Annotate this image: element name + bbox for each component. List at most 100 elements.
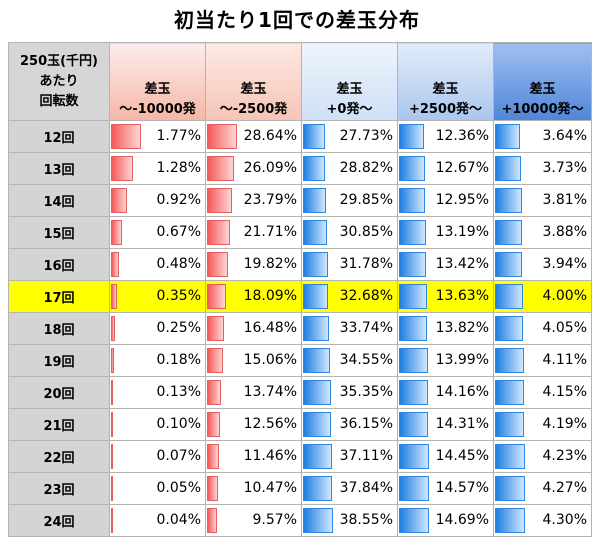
table-cell: 10.47% — [205, 472, 302, 505]
column-header-line: 差玉 — [336, 82, 363, 97]
table-cell: 14.57% — [397, 472, 494, 505]
cell-value: 23.79% — [243, 192, 297, 208]
table-cell: 13.42% — [397, 248, 494, 281]
column-header-minus-2500: 差玉 ～-2500発 — [205, 42, 302, 121]
data-bar — [399, 444, 429, 469]
cell-value: 14.31% — [435, 416, 489, 432]
data-bar — [303, 252, 328, 277]
data-bar — [207, 124, 237, 149]
cell-value: 31.78% — [339, 256, 393, 272]
cell-value: 28.82% — [339, 160, 393, 176]
data-bar — [111, 444, 113, 469]
cell-value: 38.55% — [339, 512, 393, 528]
table-cell: 26.09% — [205, 152, 302, 185]
table-cell: 13.74% — [205, 376, 302, 409]
row-label: 15回 — [8, 216, 110, 249]
table-cell: 4.05% — [493, 312, 592, 345]
data-bar — [207, 284, 226, 309]
cell-value: 4.05% — [542, 320, 587, 336]
table-row: 18回 0.25% 16.48% 33.74% 13.82% 4.05% — [8, 312, 592, 345]
table-row: 21回 0.10% 12.56% 36.15% 14.31% 4.19% — [8, 408, 592, 441]
table-cell: 35.35% — [301, 376, 398, 409]
cell-value: 14.57% — [435, 480, 489, 496]
data-bar — [111, 252, 120, 277]
data-bar — [399, 252, 427, 277]
data-bar — [207, 316, 225, 341]
row-label: 12回 — [8, 120, 110, 153]
cell-value: 29.85% — [339, 192, 393, 208]
table-cell: 13.99% — [397, 344, 494, 377]
table-cell: 3.73% — [493, 152, 592, 185]
data-bar — [399, 124, 425, 149]
data-bar — [399, 348, 428, 373]
data-bar — [207, 444, 219, 469]
table-cell: 14.31% — [397, 408, 494, 441]
table-cell: 13.19% — [397, 216, 494, 249]
cell-value: 0.92% — [156, 192, 201, 208]
row-label: 20回 — [8, 376, 110, 409]
data-bar — [303, 508, 333, 533]
table-cell: 28.82% — [301, 152, 398, 185]
cell-value: 35.35% — [339, 384, 393, 400]
table-cell: 4.27% — [493, 472, 592, 505]
table-row: 19回 0.18% 15.06% 34.55% 13.99% 4.11% — [8, 344, 592, 377]
cell-value: 30.85% — [339, 224, 393, 240]
table-cell: 9.57% — [205, 504, 302, 537]
data-bar — [207, 348, 223, 373]
cell-value: 0.10% — [156, 416, 201, 432]
data-bar — [303, 444, 332, 469]
row-label: 13回 — [8, 152, 110, 185]
table-body: 12回 1.77% 28.64% 27.73% 12.36% 3.64% 13回 1.28% 2… — [8, 120, 592, 537]
table-cell: 3.64% — [493, 120, 592, 153]
data-bar — [399, 476, 429, 501]
cell-value: 13.74% — [243, 384, 297, 400]
row-label: 24回 — [8, 504, 110, 537]
cell-value: 0.05% — [156, 480, 201, 496]
cell-value: 18.09% — [243, 288, 297, 304]
data-bar — [495, 284, 523, 309]
cell-value: 4.15% — [542, 384, 587, 400]
column-header-line: 差玉 — [144, 82, 171, 97]
cell-value: 3.73% — [542, 160, 587, 176]
column-header-plus-2500: 差玉 +2500発～ — [397, 42, 494, 121]
table-row: 22回 0.07% 11.46% 37.11% 14.45% 4.23% — [8, 440, 592, 473]
row-label: 23回 — [8, 472, 110, 505]
cell-value: 3.94% — [542, 256, 587, 272]
cell-value: 15.06% — [243, 352, 297, 368]
table-cell: 27.73% — [301, 120, 398, 153]
cell-value: 12.95% — [435, 192, 489, 208]
table-cell: 4.15% — [493, 376, 592, 409]
data-bar — [207, 188, 232, 213]
table-row: 15回 0.67% 21.71% 30.85% 13.19% 3.88% — [8, 216, 592, 249]
cell-value: 3.81% — [542, 192, 587, 208]
table-cell: 4.23% — [493, 440, 592, 473]
cell-value: 4.00% — [542, 288, 587, 304]
data-bar — [303, 124, 325, 149]
table-cell: 12.36% — [397, 120, 494, 153]
table-row: 16回 0.48% 19.82% 31.78% 13.42% 3.94% — [8, 248, 592, 281]
data-bar — [207, 156, 235, 181]
table-cell: 12.95% — [397, 184, 494, 217]
cell-value: 33.74% — [339, 320, 393, 336]
cell-value: 12.56% — [243, 416, 297, 432]
cell-value: 37.84% — [339, 480, 393, 496]
row-label: 22回 — [8, 440, 110, 473]
table-cell: 3.88% — [493, 216, 592, 249]
table-cell: 34.55% — [301, 344, 398, 377]
corner-line-2: あたり — [39, 73, 79, 89]
table-cell: 0.10% — [109, 408, 206, 441]
cell-value: 13.63% — [435, 288, 489, 304]
header-row: 250玉(千円) あたり 回転数 差玉 ～-10000発 差玉 ～-2500発 … — [8, 42, 592, 121]
cell-value: 13.42% — [435, 256, 489, 272]
data-bar — [111, 412, 113, 437]
row-label: 16回 — [8, 248, 110, 281]
table-cell: 14.69% — [397, 504, 494, 537]
table-cell: 14.45% — [397, 440, 494, 473]
cell-value: 0.67% — [156, 224, 201, 240]
cell-value: 14.69% — [435, 512, 489, 528]
cell-value: 0.07% — [156, 448, 201, 464]
cell-value: 3.64% — [542, 128, 587, 144]
table-cell: 11.46% — [205, 440, 302, 473]
data-bar — [207, 476, 218, 501]
cell-value: 4.30% — [542, 512, 587, 528]
